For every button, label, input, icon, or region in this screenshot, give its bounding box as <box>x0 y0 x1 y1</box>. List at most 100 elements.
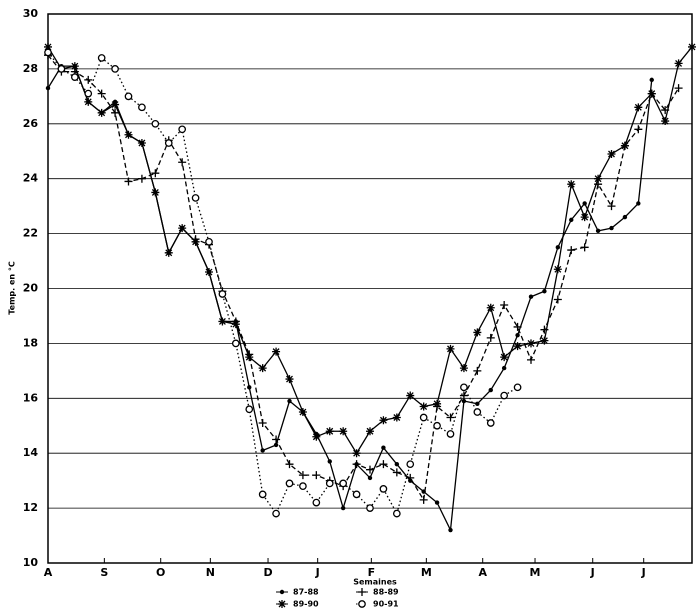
data-point <box>299 482 307 490</box>
data-point <box>178 158 187 167</box>
data-point <box>379 460 388 469</box>
data-point <box>84 75 93 84</box>
data-point <box>674 84 683 93</box>
data-point <box>352 460 361 469</box>
y-tick-label: 22 <box>23 227 38 240</box>
data-point <box>124 130 133 139</box>
data-point <box>191 194 200 202</box>
data-point <box>528 294 534 299</box>
data-point <box>84 97 93 106</box>
y-tick-label: 24 <box>23 172 39 185</box>
data-point <box>151 119 160 128</box>
data-point <box>513 383 522 392</box>
data-point <box>620 141 629 150</box>
legend-marker <box>278 600 286 608</box>
data-point <box>500 353 509 362</box>
data-point <box>527 339 535 348</box>
data-point <box>649 77 654 83</box>
data-point <box>45 85 51 91</box>
y-tick-label: 30 <box>23 7 39 20</box>
data-point <box>392 413 401 422</box>
data-point <box>245 405 254 414</box>
y-tick-label: 12 <box>23 501 38 514</box>
data-point <box>475 401 480 406</box>
x-tick-label: O <box>156 566 165 579</box>
data-point <box>647 89 656 98</box>
data-point <box>473 366 482 375</box>
data-point <box>124 92 133 101</box>
data-point <box>285 479 294 488</box>
data-point <box>460 383 468 392</box>
data-point <box>527 355 535 364</box>
data-point <box>446 344 455 353</box>
data-point <box>569 217 574 223</box>
data-point <box>542 289 547 294</box>
data-point <box>312 498 321 507</box>
data-point <box>580 213 589 222</box>
data-point <box>70 62 79 71</box>
legend-label: 88-89 <box>373 588 399 597</box>
data-point <box>138 103 146 112</box>
data-point <box>459 364 468 373</box>
x-tick-label: J <box>641 566 646 579</box>
data-point <box>433 399 442 408</box>
data-point <box>473 328 482 337</box>
data-point <box>513 322 522 331</box>
data-point <box>366 504 374 512</box>
data-point <box>394 461 400 467</box>
data-point <box>340 505 346 511</box>
data-point <box>634 125 643 134</box>
data-point <box>178 125 187 134</box>
data-point <box>688 42 696 51</box>
data-point <box>367 475 373 481</box>
data-point <box>540 336 549 345</box>
legend-marker <box>279 589 285 595</box>
data-point <box>419 495 428 504</box>
data-point <box>260 448 265 453</box>
y-tick-label: 10 <box>23 556 39 569</box>
data-point <box>339 479 348 488</box>
y-tick-label: 16 <box>23 391 39 404</box>
data-point <box>164 139 173 147</box>
x-tick-label: F <box>368 566 376 579</box>
data-point <box>392 509 401 518</box>
data-point <box>419 413 428 422</box>
y-tick-label: 20 <box>23 282 39 295</box>
data-point <box>580 243 589 252</box>
data-point <box>500 300 509 309</box>
data-point <box>327 459 332 464</box>
data-point <box>594 174 603 183</box>
data-point <box>205 268 213 277</box>
data-point <box>379 416 388 425</box>
x-tick-label: A <box>44 566 53 579</box>
data-point <box>111 100 120 109</box>
legend-label: 90-91 <box>373 600 399 609</box>
data-point <box>272 435 281 444</box>
data-point <box>366 465 374 474</box>
y-tick-label: 14 <box>23 446 39 459</box>
data-point <box>258 419 267 428</box>
data-point <box>555 245 561 250</box>
data-point <box>84 89 93 98</box>
data-point <box>97 108 106 117</box>
data-point <box>164 248 173 257</box>
data-point <box>151 169 160 178</box>
data-point <box>205 237 213 246</box>
data-point <box>137 174 146 183</box>
data-point <box>419 402 428 411</box>
data-point <box>44 48 52 57</box>
data-point <box>44 42 52 51</box>
data-point <box>379 485 388 493</box>
data-point <box>124 177 133 186</box>
data-point <box>325 427 334 436</box>
x-tick-label: J <box>590 566 595 579</box>
data-point <box>473 408 482 416</box>
data-point <box>433 421 441 430</box>
data-point <box>515 332 520 338</box>
data-point <box>325 479 334 488</box>
data-point <box>258 490 267 499</box>
series-line <box>47 52 518 516</box>
data-point <box>500 391 509 400</box>
data-point <box>553 295 562 304</box>
data-point <box>218 290 227 298</box>
